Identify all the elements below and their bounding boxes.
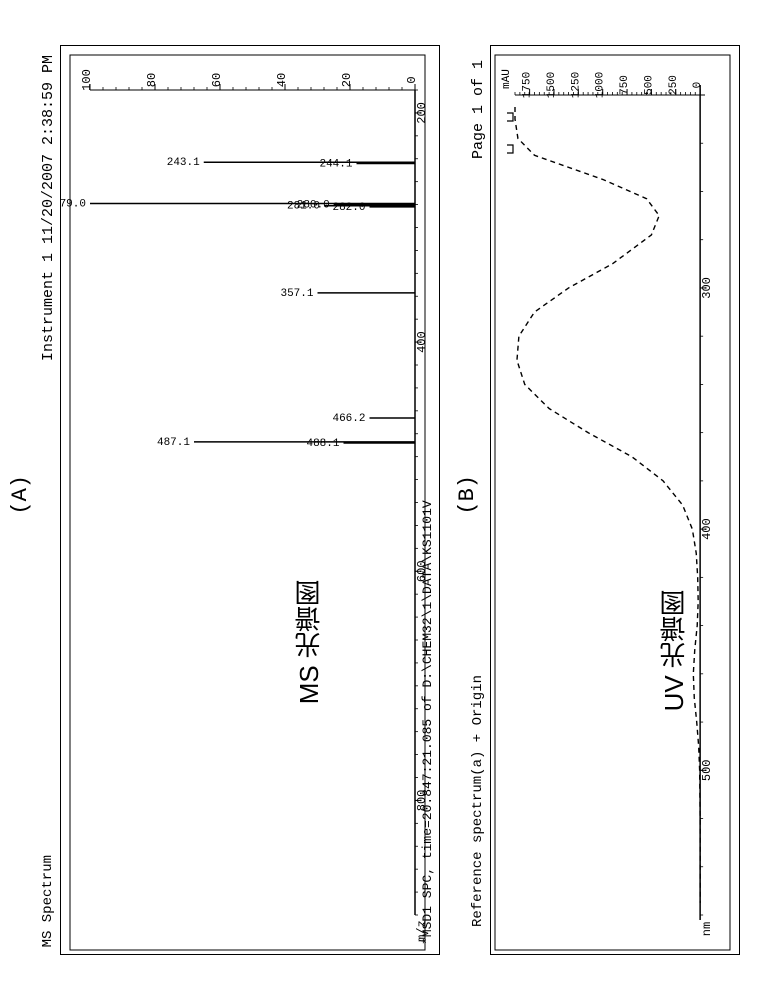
ms-cjk-label: MS 光谱图	[290, 580, 327, 704]
svg-text:m/z: m/z	[415, 920, 429, 942]
svg-text:279.0: 279.0	[60, 198, 86, 210]
svg-text:250: 250	[668, 75, 680, 95]
svg-text:0: 0	[692, 82, 704, 89]
uv-spectrum-panel: Reference spectrum(a) + Origin 025050075…	[490, 45, 740, 955]
svg-text:1750: 1750	[522, 72, 534, 98]
panel-b-label: (B)	[455, 475, 480, 515]
svg-text:750: 750	[619, 75, 631, 95]
svg-text:488.1: 488.1	[306, 438, 339, 450]
svg-text:800: 800	[415, 790, 429, 812]
figure-canvas: MS Spectrum *MSD1 SPC, time=20.847:21.08…	[0, 0, 782, 1000]
svg-text:487.1: 487.1	[157, 437, 190, 449]
svg-text:243.1: 243.1	[167, 157, 200, 169]
uv-plot-svg: 0 250 500 750 1000 1250 1500 1750 mAU 300 400 500 nm	[490, 45, 740, 955]
svg-text:281.0: 281.0	[287, 201, 320, 213]
svg-text:400: 400	[415, 331, 429, 353]
svg-text:0: 0	[405, 76, 419, 83]
svg-text:466.2: 466.2	[332, 413, 365, 425]
svg-text:1000: 1000	[595, 72, 607, 98]
svg-text:40: 40	[275, 73, 289, 87]
svg-text:80: 80	[145, 73, 159, 87]
ms-spectrum-panel: MS Spectrum *MSD1 SPC, time=20.847:21.08…	[60, 45, 440, 955]
ms-plot-svg: 0 20 40 60 80 100 200 400 600 800 m/z 243.1 244.1 279…	[60, 45, 440, 955]
svg-text:400: 400	[700, 518, 714, 540]
svg-text:600: 600	[415, 560, 429, 582]
svg-text:nm: nm	[700, 922, 714, 936]
svg-text:200: 200	[415, 102, 429, 124]
uv-cjk-label: UV 光谱图	[655, 590, 692, 711]
svg-text:244.1: 244.1	[319, 158, 352, 170]
svg-text:282.0: 282.0	[332, 202, 365, 214]
svg-text:1250: 1250	[570, 72, 582, 98]
svg-text:60: 60	[210, 73, 224, 87]
uv-footer: Page 1 of 1	[470, 60, 487, 159]
svg-text:100: 100	[80, 69, 94, 91]
panel-a-label: (A)	[8, 475, 33, 515]
svg-text:500: 500	[643, 75, 655, 95]
svg-text:mAU: mAU	[501, 69, 513, 89]
svg-text:300: 300	[700, 277, 714, 299]
uv-panel-title: Reference spectrum(a) + Origin	[470, 675, 486, 927]
svg-text:20: 20	[340, 73, 354, 87]
svg-text:500: 500	[700, 759, 714, 781]
svg-text:1500: 1500	[546, 72, 558, 98]
ms-footer: Instrument 1 11/20/2007 2:38:59 PM	[40, 55, 57, 361]
ms-panel-title: MS Spectrum	[40, 855, 56, 947]
svg-text:357.1: 357.1	[280, 288, 313, 300]
